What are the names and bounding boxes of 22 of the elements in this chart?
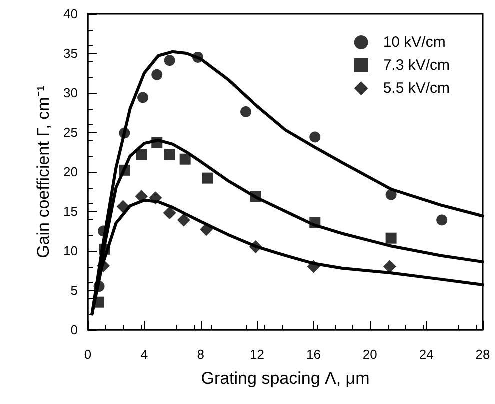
- x-tick-label: 8: [197, 347, 204, 362]
- legend-label: 5.5 kV/cm: [383, 80, 450, 97]
- y-axis-title: Gain coefficient Γ, cm⁻¹: [34, 85, 53, 258]
- y-tick-label: 20: [64, 164, 78, 180]
- x-tick-label: 28: [476, 347, 490, 362]
- x-tick-label: 24: [419, 347, 434, 362]
- legend-label: 7.3 kV/cm: [383, 57, 450, 74]
- y-tick-label: 35: [64, 46, 78, 61]
- x-tick-label: 12: [250, 347, 265, 362]
- x-tick-label: 16: [306, 347, 321, 362]
- y-tick-label: 40: [64, 6, 78, 22]
- x-tick-label: 0: [84, 347, 92, 362]
- x-tick-label: 20: [362, 347, 378, 362]
- y-tick-label: 15: [64, 204, 78, 219]
- y-tick-label: 0: [70, 322, 78, 338]
- y-tick-label: 30: [64, 86, 78, 100]
- x-axis-title: Grating spacing Λ, μm: [201, 369, 370, 388]
- legend-label: 10 kV/cm: [383, 34, 446, 51]
- y-tick-label: 25: [64, 125, 78, 140]
- y-tick-label: 5: [70, 283, 78, 298]
- x-tick-label: 4: [140, 347, 148, 362]
- y-tick-label: 10: [64, 244, 78, 258]
